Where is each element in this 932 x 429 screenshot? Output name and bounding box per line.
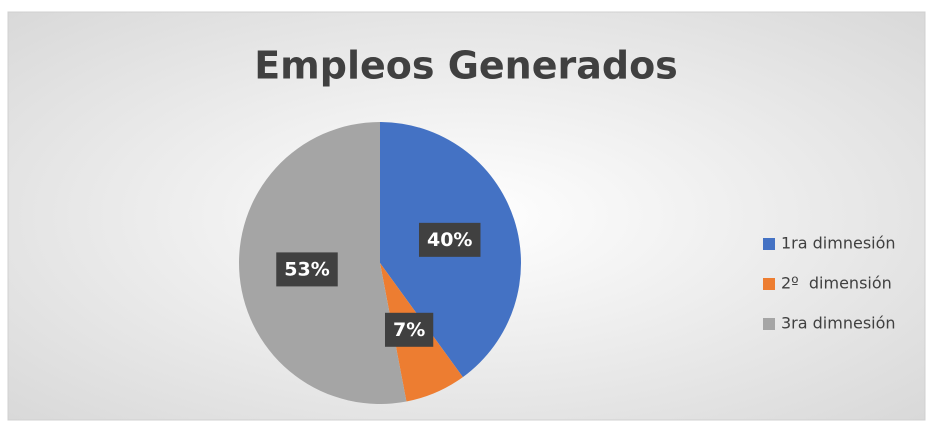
legend-swatch <box>763 318 775 330</box>
data-label: 7% <box>393 319 425 341</box>
legend-label: 3ra dimnesión <box>781 314 896 333</box>
chart-title: Empleos Generados <box>254 44 678 88</box>
data-label: 53% <box>284 258 329 280</box>
legend-label: 2º dimensión <box>781 274 892 293</box>
data-label-box <box>418 222 481 257</box>
data-label-box <box>276 252 338 287</box>
legend-swatch <box>763 238 775 250</box>
data-label-box <box>384 312 434 347</box>
legend-swatch <box>763 278 775 290</box>
data-label: 40% <box>427 229 472 251</box>
legend-label: 1ra dimnesión <box>781 234 896 253</box>
